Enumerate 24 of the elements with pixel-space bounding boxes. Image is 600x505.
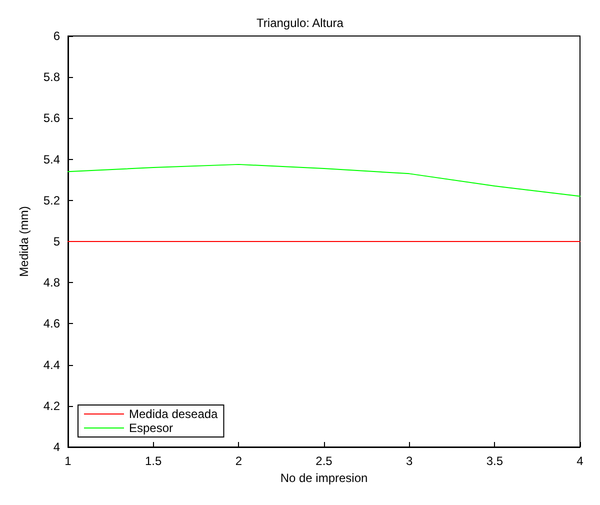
x-tick-label: 3 [406, 454, 413, 468]
chart-title: Triangulo: Altura [256, 16, 344, 30]
y-axis-title: Medida (mm) [17, 206, 31, 277]
x-axis-title: No de impresion [280, 470, 368, 485]
x-tick-label: 2 [235, 454, 242, 468]
x-tick-label: 4 [576, 454, 584, 468]
y-tick-label: 5.4 [43, 152, 60, 166]
x-tick-label: 1 [64, 454, 72, 468]
y-tick-label: 5.2 [43, 193, 60, 208]
y-tick-label: 6 [53, 29, 60, 43]
y-tick-label: 5.6 [43, 111, 60, 126]
y-tick-label: 4.4 [43, 358, 60, 372]
y-tick-label: 5 [53, 234, 60, 248]
x-tick-label: 1.5 [144, 454, 162, 468]
y-tick-label: 5.8 [43, 70, 60, 84]
legend-label: Medida deseada [129, 407, 218, 421]
y-tick-label: 4.8 [43, 276, 60, 290]
x-tick-label: 2.5 [316, 454, 333, 468]
x-tick-label: 3.5 [486, 454, 504, 468]
line-series [68, 164, 580, 197]
y-tick-label: 4.2 [43, 398, 60, 413]
y-tick-label: 4.6 [43, 316, 60, 331]
legend-label: Espesor [129, 421, 174, 435]
y-tick-label: 4 [53, 440, 60, 454]
